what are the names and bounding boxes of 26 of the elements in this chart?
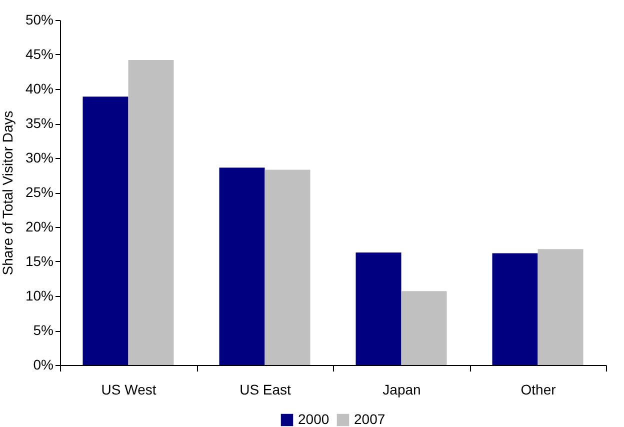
bar	[264, 170, 310, 365]
legend-label: 2007	[354, 411, 386, 427]
y-tick-label: 30%	[25, 150, 54, 166]
x-tick-label: US West	[101, 382, 156, 398]
x-tick-label: US East	[240, 382, 292, 398]
y-tick-label: 25%	[25, 184, 54, 200]
bar	[492, 253, 538, 365]
x-tick-label: Japan	[382, 382, 421, 398]
bar	[219, 168, 265, 365]
bar	[128, 60, 174, 365]
bar	[538, 249, 584, 365]
y-tick-label: 20%	[25, 218, 54, 234]
y-axis-title: Share of Total Visitor Days	[0, 110, 16, 276]
y-tick-label: 40%	[25, 80, 54, 96]
y-tick-label: 0%	[33, 356, 54, 372]
y-tick-label: 15%	[25, 253, 54, 269]
legend-label: 2000	[298, 411, 330, 427]
y-tick-label: 50%	[25, 12, 54, 28]
y-tick-label: 45%	[25, 46, 54, 62]
bar	[401, 291, 447, 365]
y-tick-label: 10%	[25, 288, 54, 304]
y-tick-label: 5%	[33, 322, 54, 338]
bar	[356, 252, 402, 365]
bar	[82, 96, 128, 365]
x-tick-label: Other	[520, 382, 556, 398]
y-tick-label: 35%	[25, 115, 54, 131]
